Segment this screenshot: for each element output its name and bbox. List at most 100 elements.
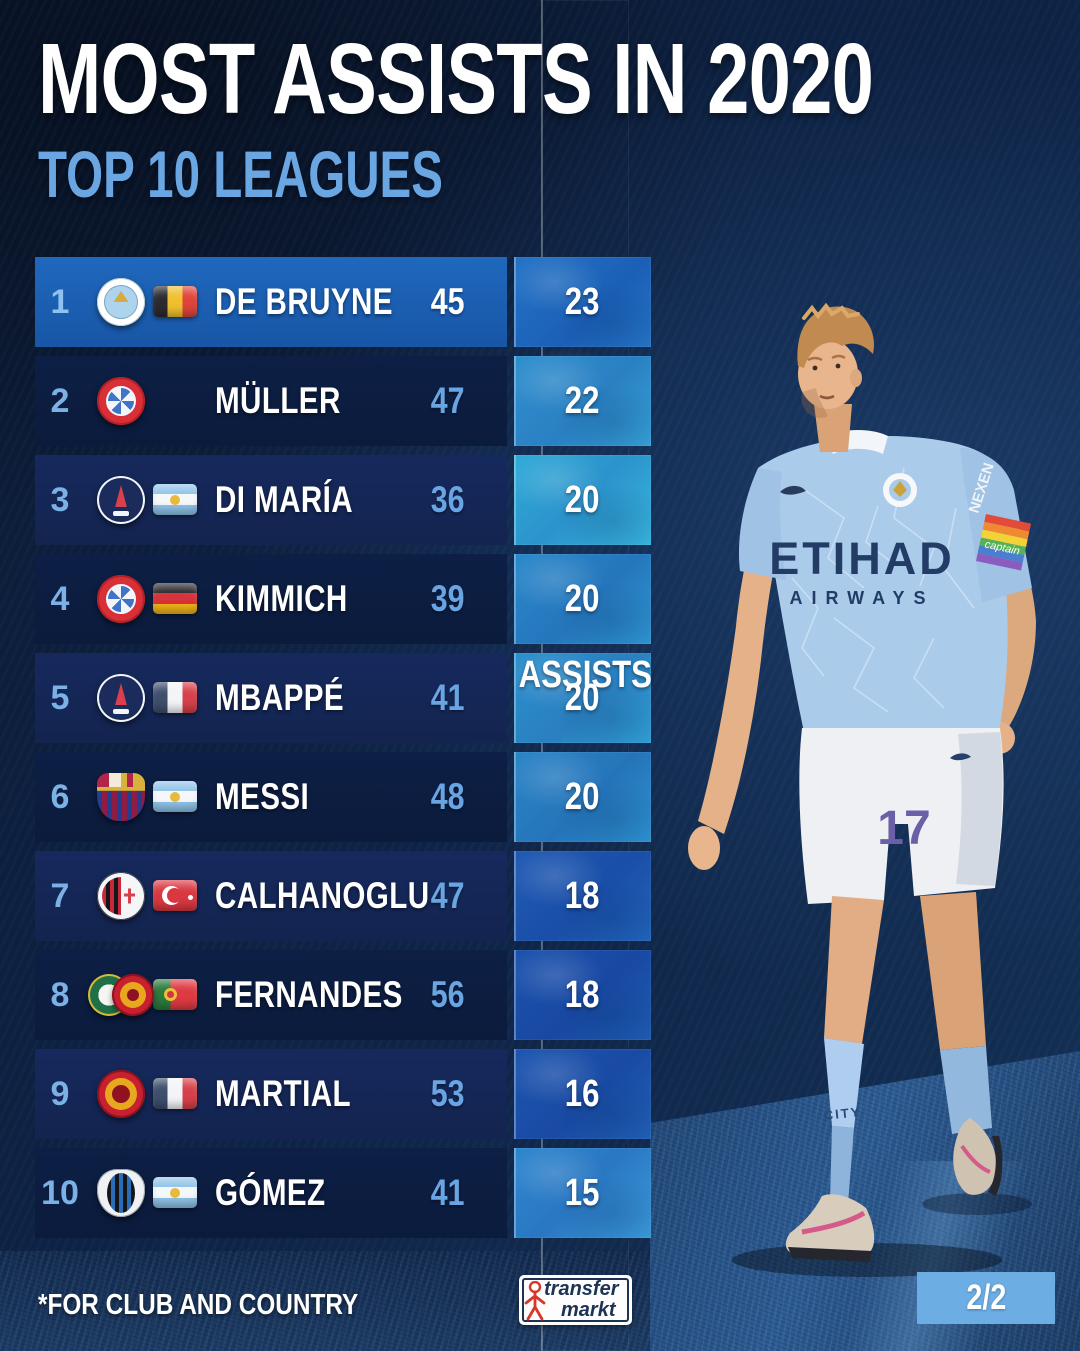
player-beard (801, 388, 828, 418)
flag-france (153, 1078, 197, 1109)
rank: 4 (50, 579, 70, 618)
flag-portugal (153, 979, 197, 1010)
assists-value: 22 (514, 356, 651, 446)
player-name: DI MARÍA (215, 479, 354, 520)
assists-value: 16 (514, 1049, 651, 1139)
games-value: 41 (431, 677, 465, 718)
player-arm-left (698, 481, 792, 834)
footnote: *FOR CLUB AND COUNTRY (38, 1289, 359, 1321)
club-crest-inner (889, 479, 911, 501)
rank: 7 (50, 876, 70, 915)
transfermarkt-logo-border (522, 1278, 629, 1322)
player-mouth (819, 394, 835, 400)
club-badge-barcelona (87, 752, 155, 842)
player-sleeve-right (960, 448, 1032, 602)
transfermarkt-logo: transfer markt (519, 1275, 632, 1325)
club-badge-bayern (87, 356, 155, 446)
club-crest-emblem (893, 481, 907, 497)
flag-belgium (153, 286, 197, 317)
games-value: 39 (431, 578, 465, 619)
transfermarkt-figure-icon (524, 1281, 546, 1321)
shorts-shading (956, 732, 1003, 886)
table-row-3: 3 DI MARÍA 36 20 (35, 455, 651, 545)
player-name: MESSI (215, 776, 310, 817)
assists-value: 20 (514, 653, 651, 743)
assists-value: 20 (514, 554, 651, 644)
jersey-collar (827, 430, 888, 454)
player-eye-2 (835, 363, 841, 369)
assists-value: 15 (514, 1148, 651, 1238)
player-arm-right (974, 491, 1036, 728)
player-ear (850, 369, 862, 387)
club-badges-sporting-and-manutd (79, 950, 163, 1040)
player-name: GÓMEZ (215, 1172, 326, 1213)
rank: 3 (50, 480, 70, 519)
brand-word-1: transfer (544, 1278, 619, 1300)
leaderboard-table: 1 DE BRUYNE 45 23 2 MÜLLER 47 22 3 DI MA… (35, 257, 651, 1247)
page-title: MOST ASSISTS IN 2020 (38, 23, 874, 135)
rank: 9 (50, 1074, 70, 1113)
flag-argentina (153, 484, 197, 515)
page-indicator-badge: 2/2 (917, 1272, 1055, 1324)
assists-value: 23 (514, 257, 651, 347)
player-name: MBAPPÉ (215, 677, 345, 718)
games-value: 47 (431, 875, 465, 916)
club-crest (883, 473, 917, 507)
player-shorts (799, 728, 1004, 904)
shorts-number: 17 (877, 802, 930, 855)
games-value: 47 (431, 380, 465, 421)
club-badge-bayern (87, 554, 155, 644)
assists-value: 20 (514, 752, 651, 842)
player-thigh-back (920, 892, 986, 1050)
club-badge-manutd (87, 1049, 155, 1139)
club-badge-manchester-city (87, 257, 155, 347)
table-row-8: 8 FERNANDES 56 18 (35, 950, 651, 1040)
player-face (798, 339, 858, 409)
rank: 6 (50, 777, 70, 816)
jersey-sponsor-line2: AIRWAYS (789, 588, 934, 608)
jersey-sponsor-line1: ETIHAD (769, 533, 955, 584)
flag-france (153, 682, 197, 713)
player-neck (814, 404, 852, 452)
player-hand-left (688, 826, 720, 870)
games-value: 48 (431, 776, 465, 817)
captain-armband: captain (976, 514, 1031, 571)
player-name: MARTIAL (215, 1073, 351, 1114)
armband-text: captain (984, 539, 1021, 558)
player-sleeve-left (738, 468, 786, 580)
rank: 10 (41, 1173, 79, 1212)
table-row-4: 4 KIMMICH 39 20 (35, 554, 651, 644)
page-subtitle: TOP 10 LEAGUES (38, 137, 443, 211)
table-row-9: 9 MARTIAL 53 16 (35, 1049, 651, 1139)
club-badge-atalanta (87, 1148, 155, 1238)
shorts-puma-logo (950, 753, 971, 761)
table-row-2: 2 MÜLLER 47 22 (35, 356, 651, 446)
games-value: 45 (431, 281, 465, 322)
club-badge-psg (87, 653, 155, 743)
player-name: MÜLLER (215, 380, 341, 421)
table-row-10: 10 GÓMEZ 41 15 (35, 1148, 651, 1238)
club-badge-psg (87, 455, 155, 545)
assists-value: 18 (514, 950, 651, 1040)
games-value: 56 (431, 974, 465, 1015)
player-jersey (758, 436, 1010, 732)
rank: 1 (50, 282, 70, 321)
player-thigh-front (824, 896, 884, 1044)
player-name: KIMMICH (215, 578, 348, 619)
player-brows (807, 354, 846, 362)
puma-logo (780, 485, 806, 495)
player-name: FERNANDES (215, 974, 403, 1015)
club-badge-ac-milan (87, 851, 155, 941)
flag-argentina (153, 781, 197, 812)
player-name: CALHANOGLU (215, 875, 430, 916)
rank: 5 (50, 678, 70, 717)
player-hair-spikes (802, 302, 860, 320)
table-row-1: 1 DE BRUYNE 45 23 (35, 257, 651, 347)
games-value: 36 (431, 479, 465, 520)
table-row-7: 7 CALHANOGLU 47 18 (35, 851, 651, 941)
jersey-crackle-pattern (791, 467, 975, 713)
flag-argentina (153, 1177, 197, 1208)
assists-value: 20 (514, 455, 651, 545)
player-eye (812, 365, 818, 371)
